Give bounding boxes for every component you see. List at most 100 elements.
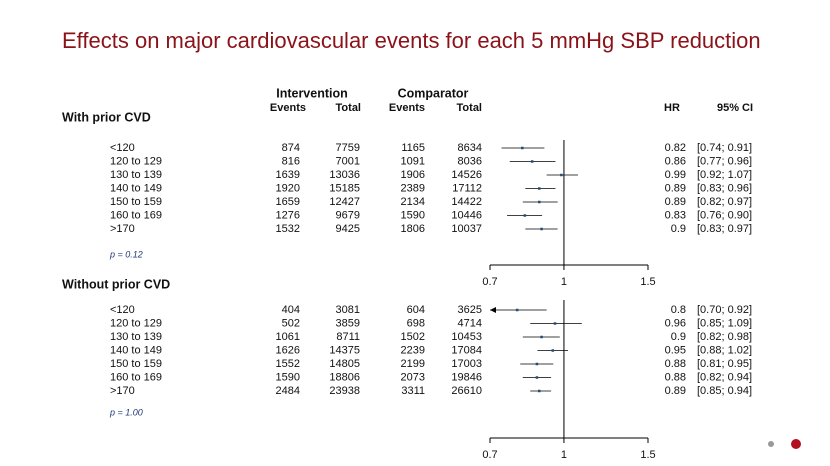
cell: 3081 [336,304,360,316]
hr-point [560,173,563,177]
cell: 14422 [451,196,482,208]
hr-value: 0.83 [665,209,686,221]
ci-label: [0.88; 1.02] [697,344,752,356]
cell: 1806 [401,223,425,235]
cell: 14375 [329,344,360,356]
cell: 13036 [329,169,360,181]
hr-value: 0.82 [665,142,686,154]
ci-label: [0.85; 0.94] [697,385,752,397]
cell: 14805 [329,358,360,370]
category: 140 to 149 [110,182,162,194]
category: <120 [110,142,135,154]
cell: 1920 [276,182,300,194]
category: >170 [110,223,135,235]
hr-value: 0.89 [665,385,686,397]
hr-point [538,200,541,204]
header: Total [336,102,361,114]
hr-point [521,146,524,150]
ci-label: [0.83; 0.97] [697,223,752,235]
cell: 2484 [276,385,300,397]
cell: 9679 [336,209,360,221]
slide-title: Effects on major cardiovascular events f… [62,28,761,53]
hr-value: 0.99 [665,169,686,181]
hr-point [515,308,519,312]
cell: 698 [407,317,425,329]
x-tick-label: 0.7 [482,449,497,461]
hr-value: 0.88 [665,358,686,370]
hr-point [553,322,557,325]
header: Events [389,102,425,114]
x-tick-label: 1 [561,276,567,288]
cell: 404 [282,304,300,316]
panel-title: Without prior CVD [62,277,170,291]
header: Comparator [398,86,469,100]
category: 120 to 129 [110,155,162,167]
cell: 10453 [451,331,482,343]
cell: 1061 [276,331,300,343]
cell: 12427 [329,196,360,208]
cell: 2239 [401,344,425,356]
ci-label: [0.83; 0.96] [697,182,752,194]
cell: 1590 [401,209,425,221]
category: 160 to 169 [110,371,162,383]
cell: 1906 [401,169,425,181]
cell: 874 [282,142,300,154]
header: HR [664,102,680,114]
cell: 17084 [451,344,482,356]
hr-value: 0.9 [671,331,686,343]
hr-value: 0.88 [665,371,686,383]
category: 160 to 169 [110,209,162,221]
hr-value: 0.8 [671,304,686,316]
category: >170 [110,385,135,397]
p-value: p = 0.12 [109,249,143,259]
header: 95% CI [717,102,753,114]
x-tick-label: 1.5 [640,449,655,461]
category: <120 [110,304,135,316]
cell: 1276 [276,209,300,221]
ci-label: [0.92; 1.07] [697,169,752,181]
cell: 3625 [458,304,482,316]
x-tick-label: 1.5 [640,276,655,288]
hr-point [538,187,541,190]
decor-dot [791,439,801,449]
ci-label: [0.77; 0.96] [697,155,752,167]
cell: 17003 [451,358,482,370]
hr-point [530,160,534,163]
cell: 26610 [451,385,482,397]
hr-value: 0.89 [665,196,686,208]
ci-label: [0.82; 0.98] [697,331,752,343]
ci-label: [0.85; 1.09] [697,317,752,329]
cell: 15185 [329,182,360,194]
category: 120 to 129 [110,317,162,329]
cell: 3859 [336,317,360,329]
hr-point [538,389,541,393]
header: Total [457,102,482,114]
cell: 2134 [401,196,425,208]
hr-point [540,335,543,339]
cell: 1626 [276,344,300,356]
x-tick-label: 0.7 [482,276,497,288]
hr-point [551,349,555,352]
header: Events [270,102,306,114]
hr-value: 0.96 [665,317,686,329]
cell: 18806 [329,371,360,383]
cell: 1639 [276,169,300,181]
hr-point [523,214,527,217]
cell: 4714 [458,317,482,329]
decor-dot [768,441,774,447]
cell: 17112 [452,182,482,194]
category: 150 to 159 [110,358,162,370]
ci-arrow [490,307,496,313]
cell: 1165 [401,142,425,154]
cell: 2073 [401,371,425,383]
cell: 1532 [276,223,300,235]
cell: 10446 [451,209,482,221]
cell: 1659 [276,196,300,208]
cell: 8036 [458,155,482,167]
cell: 1502 [401,331,425,343]
hr-value: 0.95 [665,344,686,356]
cell: 10037 [451,223,482,235]
ci-label: [0.82; 0.94] [697,371,752,383]
ci-label: [0.70; 0.92] [697,304,752,316]
